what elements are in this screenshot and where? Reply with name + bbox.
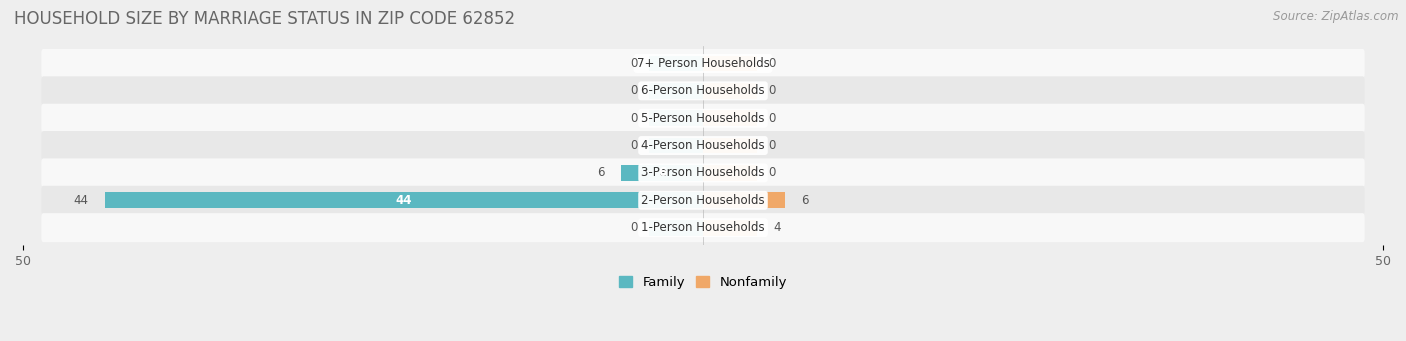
- Text: 4-Person Households: 4-Person Households: [641, 139, 765, 152]
- Bar: [703, 192, 785, 208]
- Text: 6: 6: [801, 194, 808, 207]
- Text: 44: 44: [395, 194, 412, 207]
- FancyBboxPatch shape: [41, 131, 1365, 160]
- Text: 0: 0: [630, 221, 638, 234]
- Bar: [703, 220, 758, 236]
- Text: 3-Person Households: 3-Person Households: [641, 166, 765, 179]
- Bar: [104, 192, 703, 208]
- Text: 0: 0: [630, 139, 638, 152]
- Text: 6: 6: [658, 166, 666, 179]
- Bar: [648, 110, 703, 126]
- Bar: [703, 138, 758, 153]
- Bar: [703, 83, 758, 99]
- Text: 7+ Person Households: 7+ Person Households: [637, 57, 769, 70]
- Bar: [648, 83, 703, 99]
- FancyBboxPatch shape: [41, 159, 1365, 188]
- Text: 0: 0: [630, 57, 638, 70]
- FancyBboxPatch shape: [41, 76, 1365, 105]
- Text: 0: 0: [630, 112, 638, 125]
- FancyBboxPatch shape: [41, 213, 1365, 242]
- Text: 4: 4: [773, 221, 782, 234]
- Text: 44: 44: [73, 194, 89, 207]
- Bar: [648, 56, 703, 71]
- FancyBboxPatch shape: [41, 49, 1365, 78]
- Text: 0: 0: [768, 166, 776, 179]
- FancyBboxPatch shape: [41, 104, 1365, 133]
- Bar: [703, 165, 758, 181]
- Text: 6: 6: [598, 166, 605, 179]
- Bar: [703, 56, 758, 71]
- Text: 5-Person Households: 5-Person Households: [641, 112, 765, 125]
- Text: Source: ZipAtlas.com: Source: ZipAtlas.com: [1274, 10, 1399, 23]
- Text: 2-Person Households: 2-Person Households: [641, 194, 765, 207]
- Bar: [703, 110, 758, 126]
- Text: 6-Person Households: 6-Person Households: [641, 84, 765, 97]
- Text: 0: 0: [630, 84, 638, 97]
- Bar: [648, 220, 703, 236]
- Text: 0: 0: [768, 57, 776, 70]
- Text: 0: 0: [768, 84, 776, 97]
- Text: 1-Person Households: 1-Person Households: [641, 221, 765, 234]
- Legend: Family, Nonfamily: Family, Nonfamily: [613, 271, 793, 295]
- Text: 0: 0: [768, 139, 776, 152]
- Text: HOUSEHOLD SIZE BY MARRIAGE STATUS IN ZIP CODE 62852: HOUSEHOLD SIZE BY MARRIAGE STATUS IN ZIP…: [14, 10, 515, 28]
- Bar: [648, 138, 703, 153]
- Bar: [621, 165, 703, 181]
- Text: 0: 0: [768, 112, 776, 125]
- FancyBboxPatch shape: [41, 186, 1365, 215]
